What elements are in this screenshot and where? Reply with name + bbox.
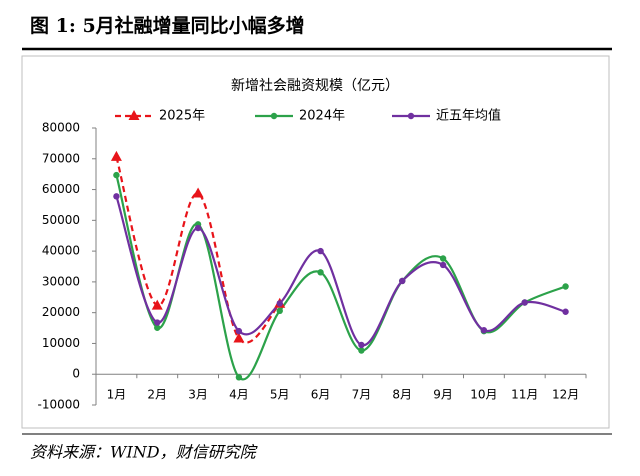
y-tick-label: 0 xyxy=(72,367,80,381)
data-point xyxy=(480,327,488,334)
y-tick-label: 30000 xyxy=(42,274,80,288)
y-tick-label: 50000 xyxy=(42,213,80,227)
x-tick-label: 9月 xyxy=(433,388,453,402)
data-point xyxy=(317,269,324,276)
legend-marker xyxy=(270,112,278,120)
data-point xyxy=(439,255,447,262)
data-point xyxy=(439,261,447,269)
data-point xyxy=(276,307,283,315)
y-tick-label: -10000 xyxy=(37,398,80,412)
y-tick-label: 40000 xyxy=(42,244,80,258)
x-tick-label: 5月 xyxy=(270,388,290,402)
x-tick-label: 10月 xyxy=(470,388,497,402)
data-point xyxy=(562,283,569,290)
legend-marker xyxy=(128,110,140,120)
series-line xyxy=(115,174,566,381)
data-point xyxy=(154,324,161,331)
data-point xyxy=(521,299,528,306)
y-tick-label: 70000 xyxy=(42,151,80,165)
data-point xyxy=(399,277,406,285)
data-point xyxy=(154,319,161,326)
legend-label: 2024年 xyxy=(299,109,345,124)
y-tick-label: 80000 xyxy=(42,121,80,135)
x-tick-label: 1月 xyxy=(107,388,127,402)
data-point xyxy=(317,247,324,255)
series-line xyxy=(115,156,281,344)
x-tick-label: 8月 xyxy=(392,388,412,402)
source-note: 资料来源：WIND，财信研究院 xyxy=(30,443,259,462)
data-point xyxy=(194,224,202,232)
data-point xyxy=(358,347,365,354)
x-tick-label: 7月 xyxy=(352,388,372,402)
figure-title: 图 1: 5月社融增量同比小幅多增 xyxy=(30,14,305,37)
data-point xyxy=(562,308,569,315)
chart-title: 新增社会融资规模（亿元） xyxy=(231,78,399,94)
x-tick-label: 4月 xyxy=(229,388,249,402)
data-point xyxy=(151,299,163,310)
data-point xyxy=(113,171,120,179)
legend-marker xyxy=(407,112,415,120)
data-point xyxy=(192,187,204,198)
y-tick-label: 10000 xyxy=(42,336,80,350)
x-tick-label: 2月 xyxy=(147,388,167,402)
x-tick-label: 3月 xyxy=(188,388,208,402)
legend-label: 2025年 xyxy=(159,109,205,124)
y-tick-label: 20000 xyxy=(42,305,80,319)
data-point xyxy=(233,332,245,343)
data-point xyxy=(276,300,283,307)
x-tick-label: 6月 xyxy=(311,388,331,402)
data-point xyxy=(235,374,243,381)
data-point xyxy=(235,327,243,335)
legend-label: 近五年均值 xyxy=(436,108,501,124)
data-point xyxy=(358,341,365,349)
x-tick-label: 11月 xyxy=(511,388,538,402)
data-point xyxy=(113,193,120,200)
chart-border xyxy=(21,55,610,429)
series-line xyxy=(115,195,566,347)
x-tick-label: 12月 xyxy=(552,388,579,402)
y-tick-label: 60000 xyxy=(42,182,80,196)
data-point xyxy=(110,150,122,161)
